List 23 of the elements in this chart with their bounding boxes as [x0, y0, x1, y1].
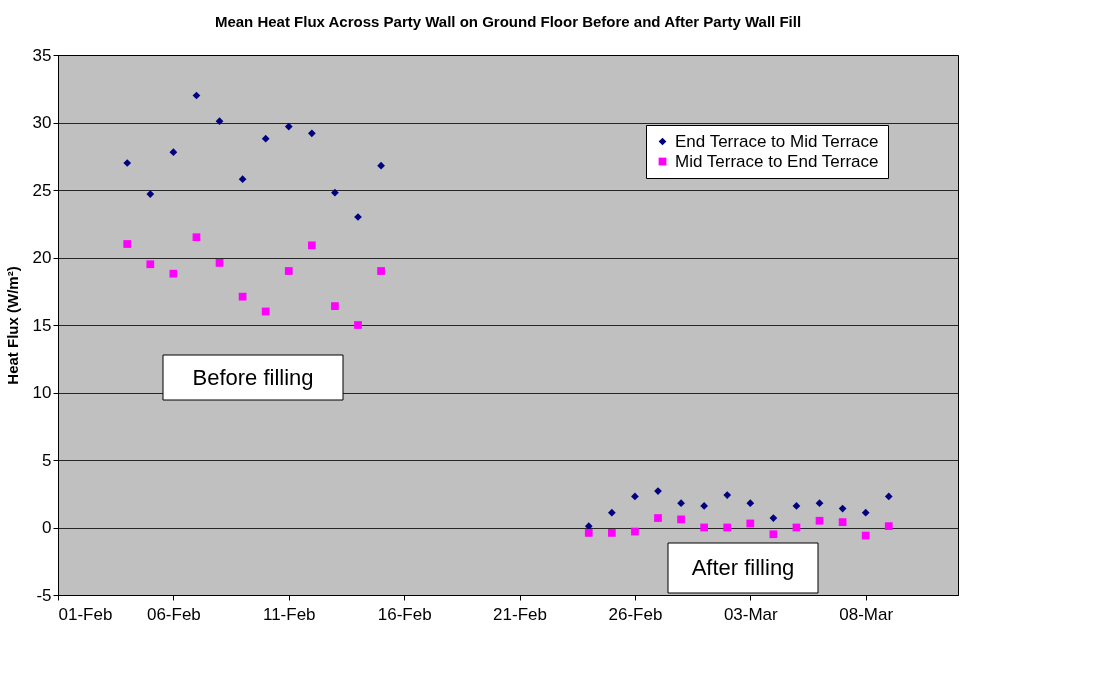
annotation: After filling	[691, 555, 795, 580]
x-tick-label: 11-Feb	[262, 604, 316, 624]
y-tick-label: -5	[36, 585, 52, 605]
y-tick-label: 0	[42, 518, 52, 537]
x-tick-label: 08-Mar	[839, 604, 894, 624]
x-tick-label: 21-Feb	[493, 604, 547, 624]
legend-label: End Terrace to Mid Terrace	[675, 131, 879, 151]
y-tick-label: 35	[32, 45, 52, 65]
y-tick-label: 15	[32, 315, 52, 335]
x-tick-label: 16-Feb	[377, 604, 432, 624]
annotation: Before filling	[192, 364, 314, 390]
y-tick-label: 20	[32, 248, 52, 267]
legend-label: Mid Terrace to End Terrace	[675, 151, 879, 171]
y-tick-label: 10	[32, 383, 52, 402]
y-axis-title: Heat Flux (W/m²)	[3, 266, 21, 385]
y-tick-label: 30	[32, 113, 52, 132]
x-tick-label: 01-Feb	[58, 604, 113, 624]
x-tick-label: 03-Mar	[723, 604, 779, 624]
y-tick-label: 5	[42, 450, 52, 470]
chart-title: Mean Heat Flux Across Party Wall on Ground Floor Before and After Party Wall Fill	[214, 13, 802, 30]
y-tick-label: 25	[32, 180, 52, 200]
x-tick-label: 26-Feb	[608, 604, 663, 624]
x-tick-label: 06-Feb	[146, 604, 201, 624]
